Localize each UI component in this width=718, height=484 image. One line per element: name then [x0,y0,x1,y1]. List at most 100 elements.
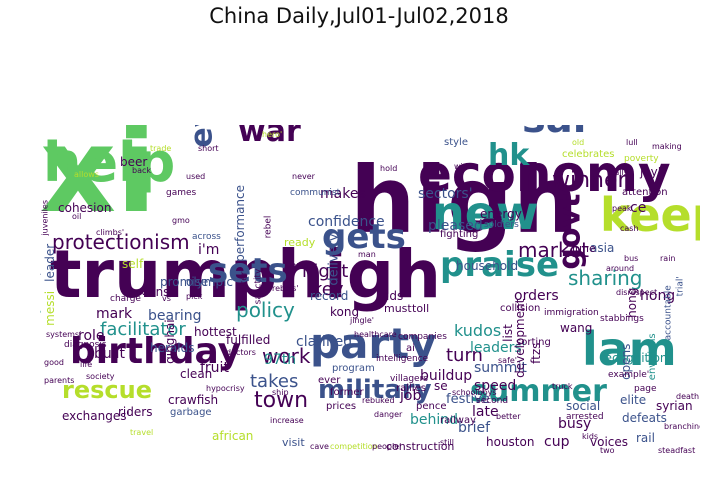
cloud-word: delivery [326,233,342,286]
cloud-word: program [332,362,375,374]
cloud-word: high [350,146,579,254]
cloud-word: schoolboys [452,388,497,398]
cloud-word: win [454,162,468,172]
cloud-word: houston [486,435,535,450]
cloud-word: railway [440,414,477,426]
cloud-word: sar [522,125,593,139]
cloud-word: 97th [264,351,297,368]
cloud-word: sets [208,251,288,292]
cloud-word: action [284,262,309,272]
cloud-word: visit [282,435,305,449]
cloud-word: economy [418,145,671,203]
cloud-word: lam [582,322,677,377]
cloud-word: bearing [148,307,202,324]
cloud-word: june [572,241,596,255]
cloud-word: across [192,231,221,242]
cloud-word: rebel [263,215,274,238]
cloud-word: poverty [624,153,659,164]
cloud-word: riders [118,405,153,420]
cloud-word: town [254,387,309,413]
cloud-word: takes [250,371,299,393]
cloud-word: syrian [656,399,693,414]
cloud-word: man [358,250,376,260]
cloud-word: help [43,130,176,194]
cloud-word: better [496,412,521,422]
cloud-word: hypocrisy [206,384,245,394]
cloud-word: lull [626,138,638,148]
cloud-word: beer [120,155,148,170]
cloud-word: self [122,257,144,272]
cloud-word: climbs' [96,228,125,238]
cloud-word: trumphigh [50,235,441,313]
cloud-word: ai [406,342,415,354]
cloud-word: elite [620,393,647,408]
cloud-word: household [456,259,519,274]
cloud-word: calls [610,168,628,178]
cloud-word: must [384,301,412,315]
cloud-word: rebuked [362,396,395,406]
cloud-word: job [400,387,422,404]
cloud-word: increase [270,416,304,426]
cloud-word: good [44,358,64,368]
cloud-word: energy [480,207,522,222]
cloud-word: voices [590,435,629,450]
cloud-word: buildup [420,367,473,384]
cloud-word: envisions [646,333,658,380]
cloud-word: recognition [600,351,668,366]
cloud-word: toll [412,301,430,315]
cloud-word: leader [43,243,58,282]
cloud-word: clarified [296,333,353,350]
cloud-word: ship [272,388,289,398]
cloud-word: vs [162,294,171,304]
cloud-word: xi [40,125,157,240]
cloud-word: night [302,261,349,283]
cloud-word: performance [233,185,248,262]
cloud-word: fans' [144,285,173,300]
cloud-word: wang [560,321,593,336]
cloud-word: trial' [675,275,686,296]
cloud-word: attention [622,186,668,198]
cloud-word: gmo [172,216,190,226]
cloud-word: party [310,318,437,368]
cloud-word: steadfast [658,446,696,456]
cloud-word: accountable [663,284,674,340]
cloud-word: kids [582,432,599,442]
cloud-word: ready [284,235,316,249]
cloud-word: rallies [396,382,426,394]
cloud-word: jingle' [350,316,374,326]
cloud-word: competition [330,442,378,452]
cloud-word: leaders' [470,339,526,356]
cloud-word: danger [374,410,403,420]
cloud-word: praise [440,245,559,286]
cloud-word: communist [290,187,341,198]
cloud-word: turn [446,345,483,367]
cloud-word: around [606,264,635,274]
cloud-word: list [501,324,516,342]
cloud-word: fruit [200,359,229,376]
cloud-word: stabbings [600,313,644,324]
cloud-word: joy' [640,165,662,180]
cloud-word: games [166,187,197,198]
cloud-word: sanctity [253,268,264,304]
cloud-word: allows [74,170,99,180]
cloud-word: two [600,446,615,456]
cloud-word: makes [320,185,366,202]
cloud-word: market [518,237,589,262]
cloud-word: social [566,399,601,414]
cloud-word: garbage [170,406,212,418]
cloud-word: work [262,343,311,368]
cloud-word: prices [326,400,357,412]
cloud-word: speed [474,377,517,394]
cloud-word: promise [160,275,209,290]
cloud-word: african [212,429,254,444]
cloud-word: sectors' [418,185,473,202]
cloud-word: systems' [46,330,82,340]
cloud-word: busy [558,415,592,432]
cloud-word: style [444,136,468,148]
cloud-word: rescue [62,376,152,405]
cloud-word: olympic [186,275,234,290]
cloud-word: protectionism [52,229,190,254]
cloud-word: charge [110,293,141,304]
cloud-word: hottest [194,325,237,340]
